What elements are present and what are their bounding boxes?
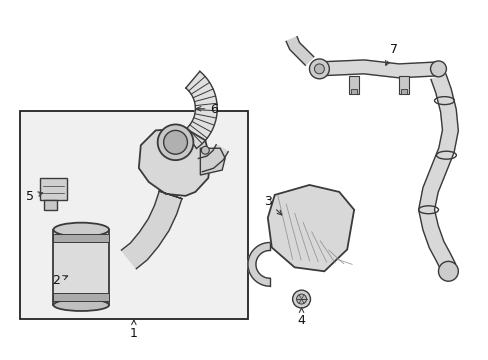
Polygon shape xyxy=(200,148,224,175)
Circle shape xyxy=(429,61,446,77)
Bar xyxy=(400,89,406,94)
Polygon shape xyxy=(247,243,269,286)
Text: 7: 7 xyxy=(385,43,397,65)
Polygon shape xyxy=(267,185,353,271)
Circle shape xyxy=(157,125,193,160)
Circle shape xyxy=(201,146,209,154)
Text: 4: 4 xyxy=(297,308,305,327)
Ellipse shape xyxy=(53,223,109,237)
Bar xyxy=(53,230,109,305)
Text: 2: 2 xyxy=(52,274,67,287)
Circle shape xyxy=(309,59,328,79)
Bar xyxy=(20,111,247,319)
Circle shape xyxy=(438,261,457,281)
Circle shape xyxy=(296,294,306,304)
Bar xyxy=(398,76,408,94)
Polygon shape xyxy=(285,37,313,65)
Polygon shape xyxy=(139,129,210,196)
Polygon shape xyxy=(418,74,457,271)
Polygon shape xyxy=(319,60,438,78)
Polygon shape xyxy=(121,191,182,269)
Text: 3: 3 xyxy=(264,195,281,215)
Ellipse shape xyxy=(53,299,109,311)
Bar xyxy=(350,89,356,94)
Bar xyxy=(53,234,109,242)
Bar xyxy=(53,293,109,301)
Polygon shape xyxy=(183,71,217,148)
Bar xyxy=(40,178,67,200)
Polygon shape xyxy=(198,145,228,172)
Bar xyxy=(43,200,57,210)
Text: 6: 6 xyxy=(196,103,218,116)
Circle shape xyxy=(163,130,187,154)
Circle shape xyxy=(314,64,324,74)
Circle shape xyxy=(292,290,310,308)
Bar xyxy=(348,76,358,94)
Text: 5: 5 xyxy=(25,190,42,203)
Text: 1: 1 xyxy=(130,320,138,340)
